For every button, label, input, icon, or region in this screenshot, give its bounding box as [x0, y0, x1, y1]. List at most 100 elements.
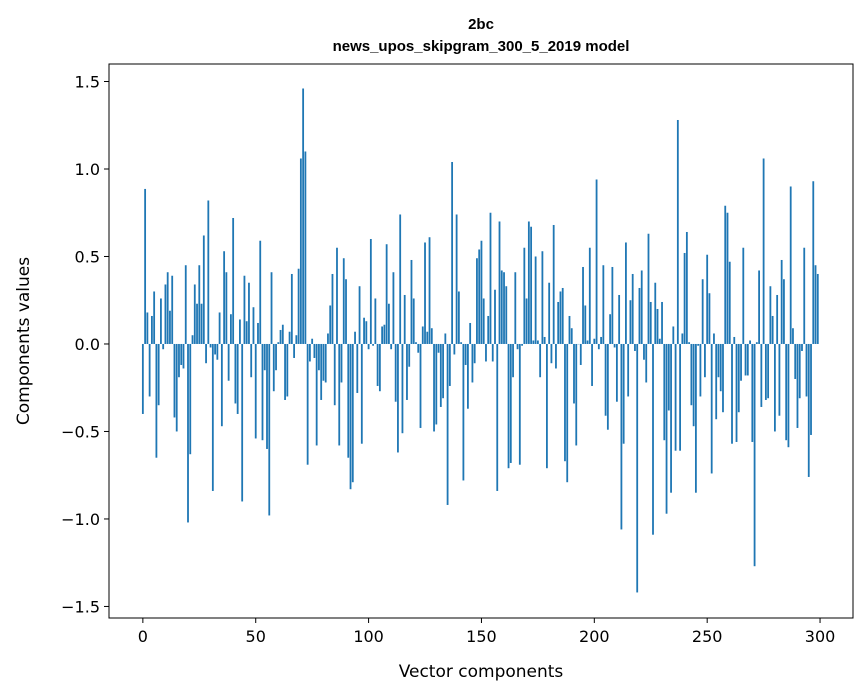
bar-43 [239, 319, 241, 344]
bar-205 [604, 343, 607, 416]
bar-100 [367, 343, 370, 350]
bar-180 [548, 282, 551, 344]
bar-282 [778, 343, 781, 416]
bar-138 [453, 343, 456, 355]
bar-46 [245, 321, 248, 344]
bar-77 [315, 343, 318, 446]
bar-120 [412, 298, 415, 344]
bar-78 [318, 343, 320, 371]
y-tick-label: 1.5 [75, 72, 100, 91]
bar-104 [376, 343, 379, 386]
bar-237 [676, 119, 679, 344]
bar-199 [591, 343, 593, 386]
bar-21 [189, 343, 192, 455]
bar-134 [444, 333, 447, 344]
bar-99 [365, 321, 368, 344]
bar-240 [683, 252, 686, 344]
bar-260 [728, 261, 731, 344]
bar-60 [277, 342, 280, 344]
bar-67 [293, 343, 295, 358]
bar-55 [266, 343, 268, 449]
bar-294 [805, 343, 808, 397]
bar-278 [769, 286, 772, 344]
bar-79 [320, 343, 323, 400]
bar-220 [638, 287, 641, 344]
bar-48 [250, 343, 253, 378]
bar-234 [670, 343, 672, 493]
bar-275 [762, 158, 765, 344]
bar-257 [722, 343, 724, 413]
bar-17 [180, 343, 183, 365]
bar-201 [595, 179, 598, 344]
bar-231 [663, 343, 666, 441]
bar-117 [406, 343, 408, 400]
bar-281 [776, 294, 779, 344]
bar-238 [679, 343, 681, 451]
bar-36 [223, 251, 226, 344]
bar-102 [372, 343, 375, 346]
bar-61 [279, 329, 282, 344]
bar-19 [184, 265, 187, 344]
bar-109 [388, 303, 390, 344]
bar-267 [744, 343, 747, 376]
bar-93 [351, 343, 354, 483]
bar-38 [227, 343, 230, 381]
y-tick-label: −1.0 [61, 510, 100, 529]
bar-157 [496, 343, 499, 491]
bar-262 [733, 336, 736, 344]
bar-23 [193, 284, 196, 344]
bar-243 [690, 343, 693, 406]
bar-129 [433, 343, 435, 432]
bar-127 [428, 237, 431, 344]
bar-56 [268, 343, 271, 516]
bar-189 [568, 315, 571, 344]
bar-187 [564, 343, 566, 462]
bar-255 [717, 343, 720, 378]
bar-241 [685, 231, 688, 344]
bar-228 [656, 308, 659, 344]
bar-98 [363, 317, 365, 344]
bar-181 [550, 343, 553, 364]
bar-131 [437, 343, 440, 353]
bar-191 [573, 343, 575, 404]
bar-233 [667, 343, 670, 411]
bar-198 [588, 247, 591, 344]
bar-28 [205, 343, 207, 364]
bar-215 [627, 343, 630, 397]
bar-184 [557, 301, 560, 344]
bar-210 [615, 343, 618, 402]
bar-8 [160, 298, 162, 344]
bar-170 [525, 298, 528, 344]
y-tick-label: 0.5 [75, 247, 100, 266]
bar-266 [742, 247, 745, 344]
bar-273 [758, 270, 760, 344]
bar-197 [586, 340, 589, 344]
bar-1 [144, 188, 147, 344]
bar-269 [749, 340, 751, 344]
bar-276 [764, 343, 767, 400]
bar-106 [381, 326, 384, 344]
bar-140 [457, 291, 460, 344]
bar-224 [647, 233, 650, 344]
bar-144 [467, 343, 469, 409]
bar-190 [570, 328, 573, 344]
bar-151 [482, 298, 485, 344]
bar-236 [674, 343, 677, 451]
bar-123 [419, 343, 422, 428]
bar-270 [751, 343, 754, 442]
bar-119 [410, 259, 413, 344]
bar-200 [593, 338, 596, 344]
bar-203 [600, 336, 602, 344]
bar-80 [322, 343, 325, 381]
bar-244 [692, 343, 695, 427]
bar-96 [358, 286, 361, 344]
bar-188 [566, 343, 569, 483]
bar-156 [494, 289, 496, 344]
bar-16 [178, 343, 180, 378]
bar-202 [597, 343, 600, 350]
chart-title: 2bc [468, 16, 494, 33]
bar-196 [584, 305, 587, 344]
bar-112 [394, 343, 397, 402]
bar-53 [261, 343, 264, 441]
bar-146 [471, 343, 474, 383]
